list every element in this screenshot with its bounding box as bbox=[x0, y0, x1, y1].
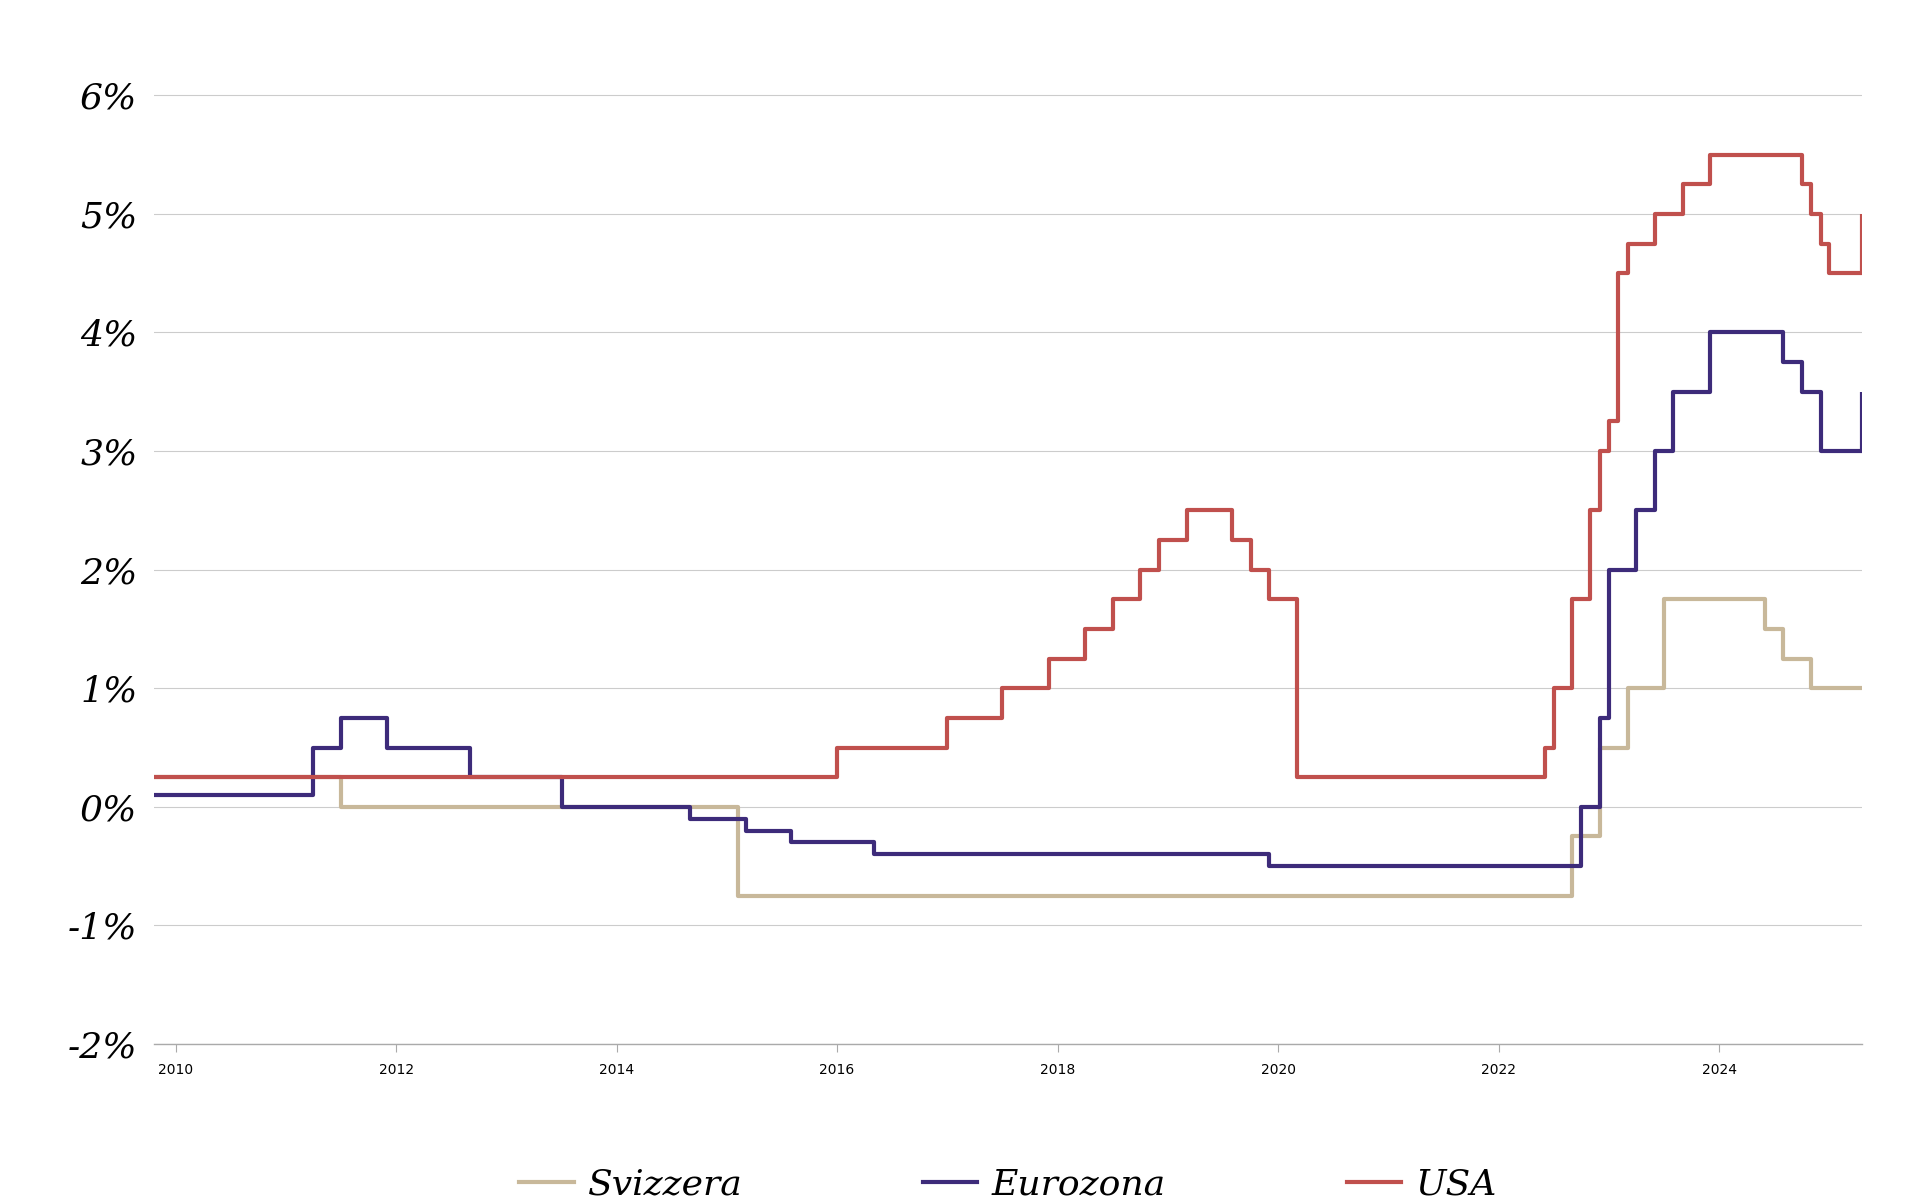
Eurozona bbox=[862, 847, 885, 862]
USA bbox=[1175, 503, 1198, 517]
USA bbox=[1607, 266, 1630, 281]
Eurozona bbox=[142, 787, 165, 802]
USA bbox=[1148, 533, 1171, 547]
Svizzera bbox=[1561, 829, 1584, 844]
USA bbox=[1284, 770, 1308, 785]
Eurozona bbox=[301, 740, 324, 755]
Svizzera bbox=[142, 770, 165, 785]
USA bbox=[1578, 503, 1601, 517]
USA bbox=[1699, 148, 1722, 162]
Svizzera bbox=[1653, 592, 1676, 606]
USA bbox=[1238, 563, 1261, 577]
Eurozona bbox=[1258, 859, 1281, 874]
USA bbox=[1534, 740, 1557, 755]
USA bbox=[1818, 266, 1841, 281]
Svizzera bbox=[330, 799, 353, 814]
USA bbox=[142, 770, 165, 785]
USA bbox=[1588, 444, 1611, 458]
Svizzera bbox=[1617, 682, 1640, 696]
Eurozona bbox=[1644, 444, 1667, 458]
USA bbox=[1772, 148, 1795, 162]
USA bbox=[927, 740, 950, 755]
Eurozona bbox=[1699, 325, 1722, 340]
Eurozona bbox=[1809, 444, 1832, 458]
Eurozona bbox=[1661, 384, 1684, 398]
USA bbox=[1129, 563, 1152, 577]
USA bbox=[1597, 414, 1620, 428]
Eurozona bbox=[1789, 384, 1812, 398]
Line: Svizzera: Svizzera bbox=[154, 599, 1862, 895]
Svizzera bbox=[726, 888, 749, 902]
Eurozona bbox=[330, 710, 353, 725]
Line: Eurozona: Eurozona bbox=[154, 332, 1862, 866]
Eurozona bbox=[459, 770, 482, 785]
USA bbox=[935, 710, 958, 725]
Eurozona bbox=[680, 811, 703, 826]
Svizzera bbox=[1772, 652, 1795, 666]
Eurozona bbox=[1851, 384, 1874, 398]
USA bbox=[1789, 178, 1812, 192]
USA bbox=[1799, 206, 1822, 221]
USA bbox=[1102, 592, 1125, 606]
USA bbox=[1670, 178, 1693, 192]
USA bbox=[1644, 206, 1667, 221]
Svizzera bbox=[1736, 592, 1759, 606]
USA bbox=[1037, 652, 1060, 666]
Svizzera bbox=[1753, 622, 1776, 636]
USA bbox=[1561, 592, 1584, 606]
USA bbox=[1851, 206, 1874, 221]
Eurozona bbox=[1588, 710, 1611, 725]
Svizzera bbox=[1534, 888, 1557, 902]
Eurozona bbox=[1551, 859, 1574, 874]
Eurozona bbox=[1753, 325, 1776, 340]
Eurozona bbox=[549, 799, 572, 814]
USA bbox=[991, 682, 1014, 696]
USA bbox=[1542, 682, 1565, 696]
Svizzera bbox=[1799, 682, 1822, 696]
USA bbox=[1515, 770, 1538, 785]
Eurozona bbox=[1597, 563, 1620, 577]
Svizzera bbox=[1851, 682, 1874, 696]
Line: USA: USA bbox=[154, 155, 1862, 778]
Eurozona bbox=[1772, 355, 1795, 370]
USA bbox=[1258, 592, 1281, 606]
USA bbox=[1809, 236, 1832, 251]
USA bbox=[1073, 622, 1096, 636]
Legend: Svizzera, Eurozona, USA: Svizzera, Eurozona, USA bbox=[505, 1153, 1511, 1200]
Eurozona bbox=[1571, 799, 1594, 814]
USA bbox=[1617, 236, 1640, 251]
Eurozona bbox=[1624, 503, 1647, 517]
USA bbox=[972, 710, 995, 725]
USA bbox=[1221, 533, 1244, 547]
Eurozona bbox=[733, 823, 756, 838]
Eurozona bbox=[780, 835, 803, 850]
Eurozona bbox=[376, 740, 399, 755]
USA bbox=[826, 740, 849, 755]
Svizzera bbox=[1588, 740, 1611, 755]
USA bbox=[816, 770, 839, 785]
